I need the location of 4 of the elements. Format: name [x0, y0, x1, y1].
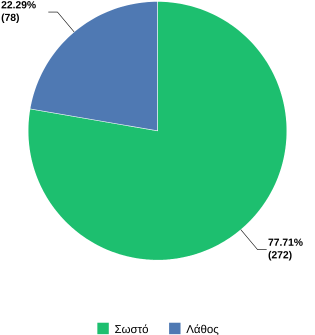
- legend-label: Λάθος: [186, 324, 218, 335]
- data-label: 22.29% (78): [2, 1, 36, 24]
- legend-label: Σωστό: [115, 324, 148, 334]
- data-label: 77.71% (272): [268, 238, 303, 260]
